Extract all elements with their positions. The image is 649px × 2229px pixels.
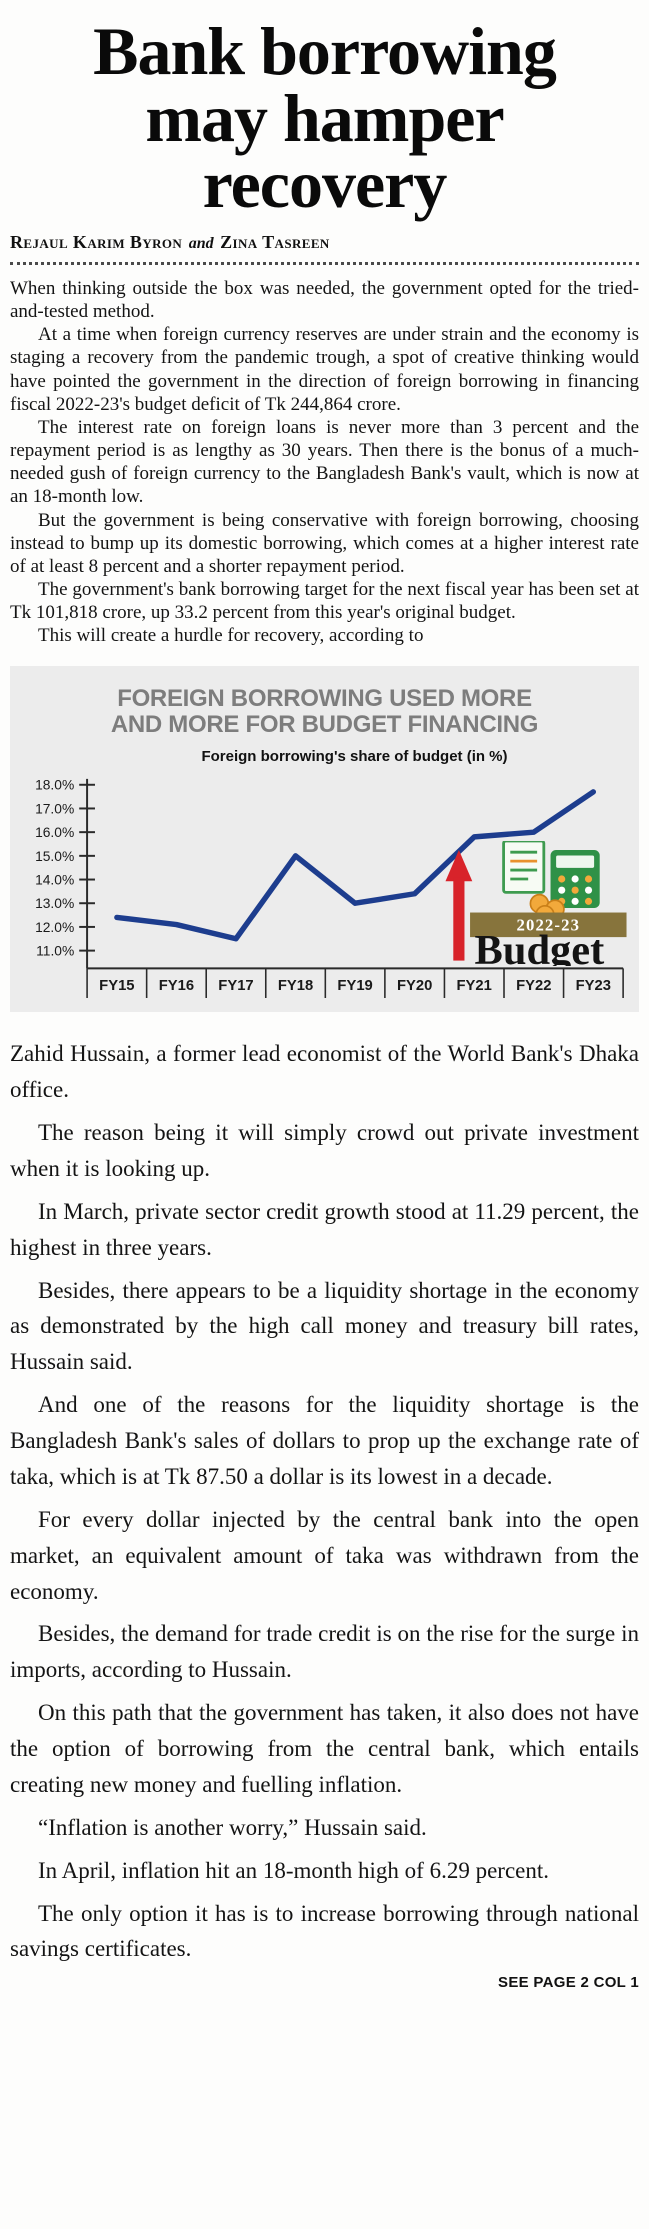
article-body-top: When thinking outside the box was needed… bbox=[10, 277, 639, 648]
x-tick-label: FY17 bbox=[218, 979, 253, 995]
x-axis: FY15 FY16 FY17 FY18 FY19 FY20 FY21 FY22 FY23 bbox=[86, 967, 624, 999]
y-tick-label: 16.0% bbox=[35, 824, 74, 840]
borrowing-trend-line bbox=[114, 789, 597, 942]
paragraph: For every dollar injected by the central… bbox=[10, 1506, 639, 1604]
x-tick-label: FY15 bbox=[99, 979, 134, 995]
paragraph: Besides, there appears to be a liquidity… bbox=[10, 1277, 639, 1375]
y-tick-label: 15.0% bbox=[35, 848, 74, 864]
x-tick-label: FY18 bbox=[278, 979, 313, 995]
calculator-icon bbox=[550, 850, 600, 909]
x-tick-label: FY20 bbox=[397, 979, 432, 995]
paragraph: On this path that the government has tak… bbox=[10, 1700, 639, 1797]
budget-year-badge: 2022-23 bbox=[470, 912, 627, 938]
line-chart: 11.0% 12.0% 13.0% 14.0% 15.0% 16.0% 17.0% 18.0%… bbox=[35, 777, 624, 999]
y-tick-label: 11.0% bbox=[36, 943, 74, 959]
byline-conjunction: and bbox=[188, 234, 214, 252]
y-tick-label: 17.0% bbox=[35, 801, 74, 817]
headline-line-1: Bank borrowing bbox=[93, 13, 557, 89]
article-body-bottom: Zahid Hussain, a former lead economist o… bbox=[10, 1036, 639, 1967]
budget-graphic-art: 2022-23 Budget bbox=[445, 841, 627, 966]
paragraph: The government's bank borrowing target f… bbox=[10, 579, 639, 624]
paragraph: At a time when foreign currency reserves… bbox=[10, 324, 639, 415]
byline: Rejaul Karim Byron and Zina Tasreen bbox=[10, 232, 639, 253]
paragraph: When thinking outside the box was needed… bbox=[10, 277, 639, 323]
document-icon bbox=[502, 841, 546, 894]
budget-graphic: 2022-23 Budget bbox=[441, 841, 631, 966]
paragraph: But the government is being conservative… bbox=[10, 509, 639, 577]
headline-line-2: may hamper bbox=[145, 79, 504, 156]
paragraph: The reason being it will simply crowd ou… bbox=[10, 1120, 639, 1181]
headline-line-3: recovery bbox=[202, 146, 448, 223]
byline-divider bbox=[10, 259, 639, 265]
budget-year-label: 2022-23 bbox=[516, 916, 580, 935]
paragraph: Besides, the demand for trade credit is … bbox=[10, 1621, 639, 1683]
x-tick-label: FY16 bbox=[159, 979, 194, 995]
paragraph: Zahid Hussain, a former lead economist o… bbox=[10, 1041, 639, 1103]
y-tick-label: 14.0% bbox=[35, 872, 74, 888]
headline: Bank borrowing may hamper recovery bbox=[10, 13, 639, 223]
x-tick-label: FY23 bbox=[576, 979, 611, 995]
chart-title: FOREIGN BORROWING USED MORE AND MORE FOR… bbox=[110, 684, 539, 739]
y-tick-label: 13.0% bbox=[35, 896, 74, 912]
budget-word-label: Budget bbox=[475, 927, 605, 966]
paragraph: In April, inflation hit an 18-month high… bbox=[38, 1857, 550, 1883]
chart-panel: FOREIGN BORROWING USED MORE AND MORE FOR… bbox=[10, 665, 639, 1013]
paragraph: The only option it has is to increase bo… bbox=[10, 1900, 639, 1962]
continuation-note: SEE PAGE 2 COL 1 bbox=[498, 1974, 639, 1992]
paragraph: The interest rate on foreign loans is ne… bbox=[10, 416, 639, 508]
byline-author-2: Zina Tasreen bbox=[220, 231, 330, 252]
chart-subtitle: Foreign borrowing's share of budget (in … bbox=[201, 748, 508, 766]
up-arrow-icon bbox=[445, 850, 473, 961]
paragraph: In March, private sector credit growth s… bbox=[10, 1198, 639, 1260]
byline-author-1: Rejaul Karim Byron bbox=[10, 231, 183, 252]
y-axis: 11.0% 12.0% 13.0% 14.0% 15.0% 16.0% 17.0% 18.0% bbox=[35, 777, 95, 969]
x-tick-label: FY19 bbox=[337, 979, 372, 995]
x-tick-label: FY22 bbox=[516, 979, 551, 995]
paragraph: This will create a hurdle for recovery, … bbox=[38, 625, 424, 647]
y-tick-label: 12.0% bbox=[35, 919, 74, 935]
y-tick-label: 18.0% bbox=[35, 777, 74, 793]
x-tick-label: FY21 bbox=[457, 979, 492, 995]
paragraph: “Inflation is another worry,” Hussain sa… bbox=[38, 1814, 427, 1840]
paragraph: And one of the reasons for the liquidity… bbox=[10, 1392, 639, 1489]
